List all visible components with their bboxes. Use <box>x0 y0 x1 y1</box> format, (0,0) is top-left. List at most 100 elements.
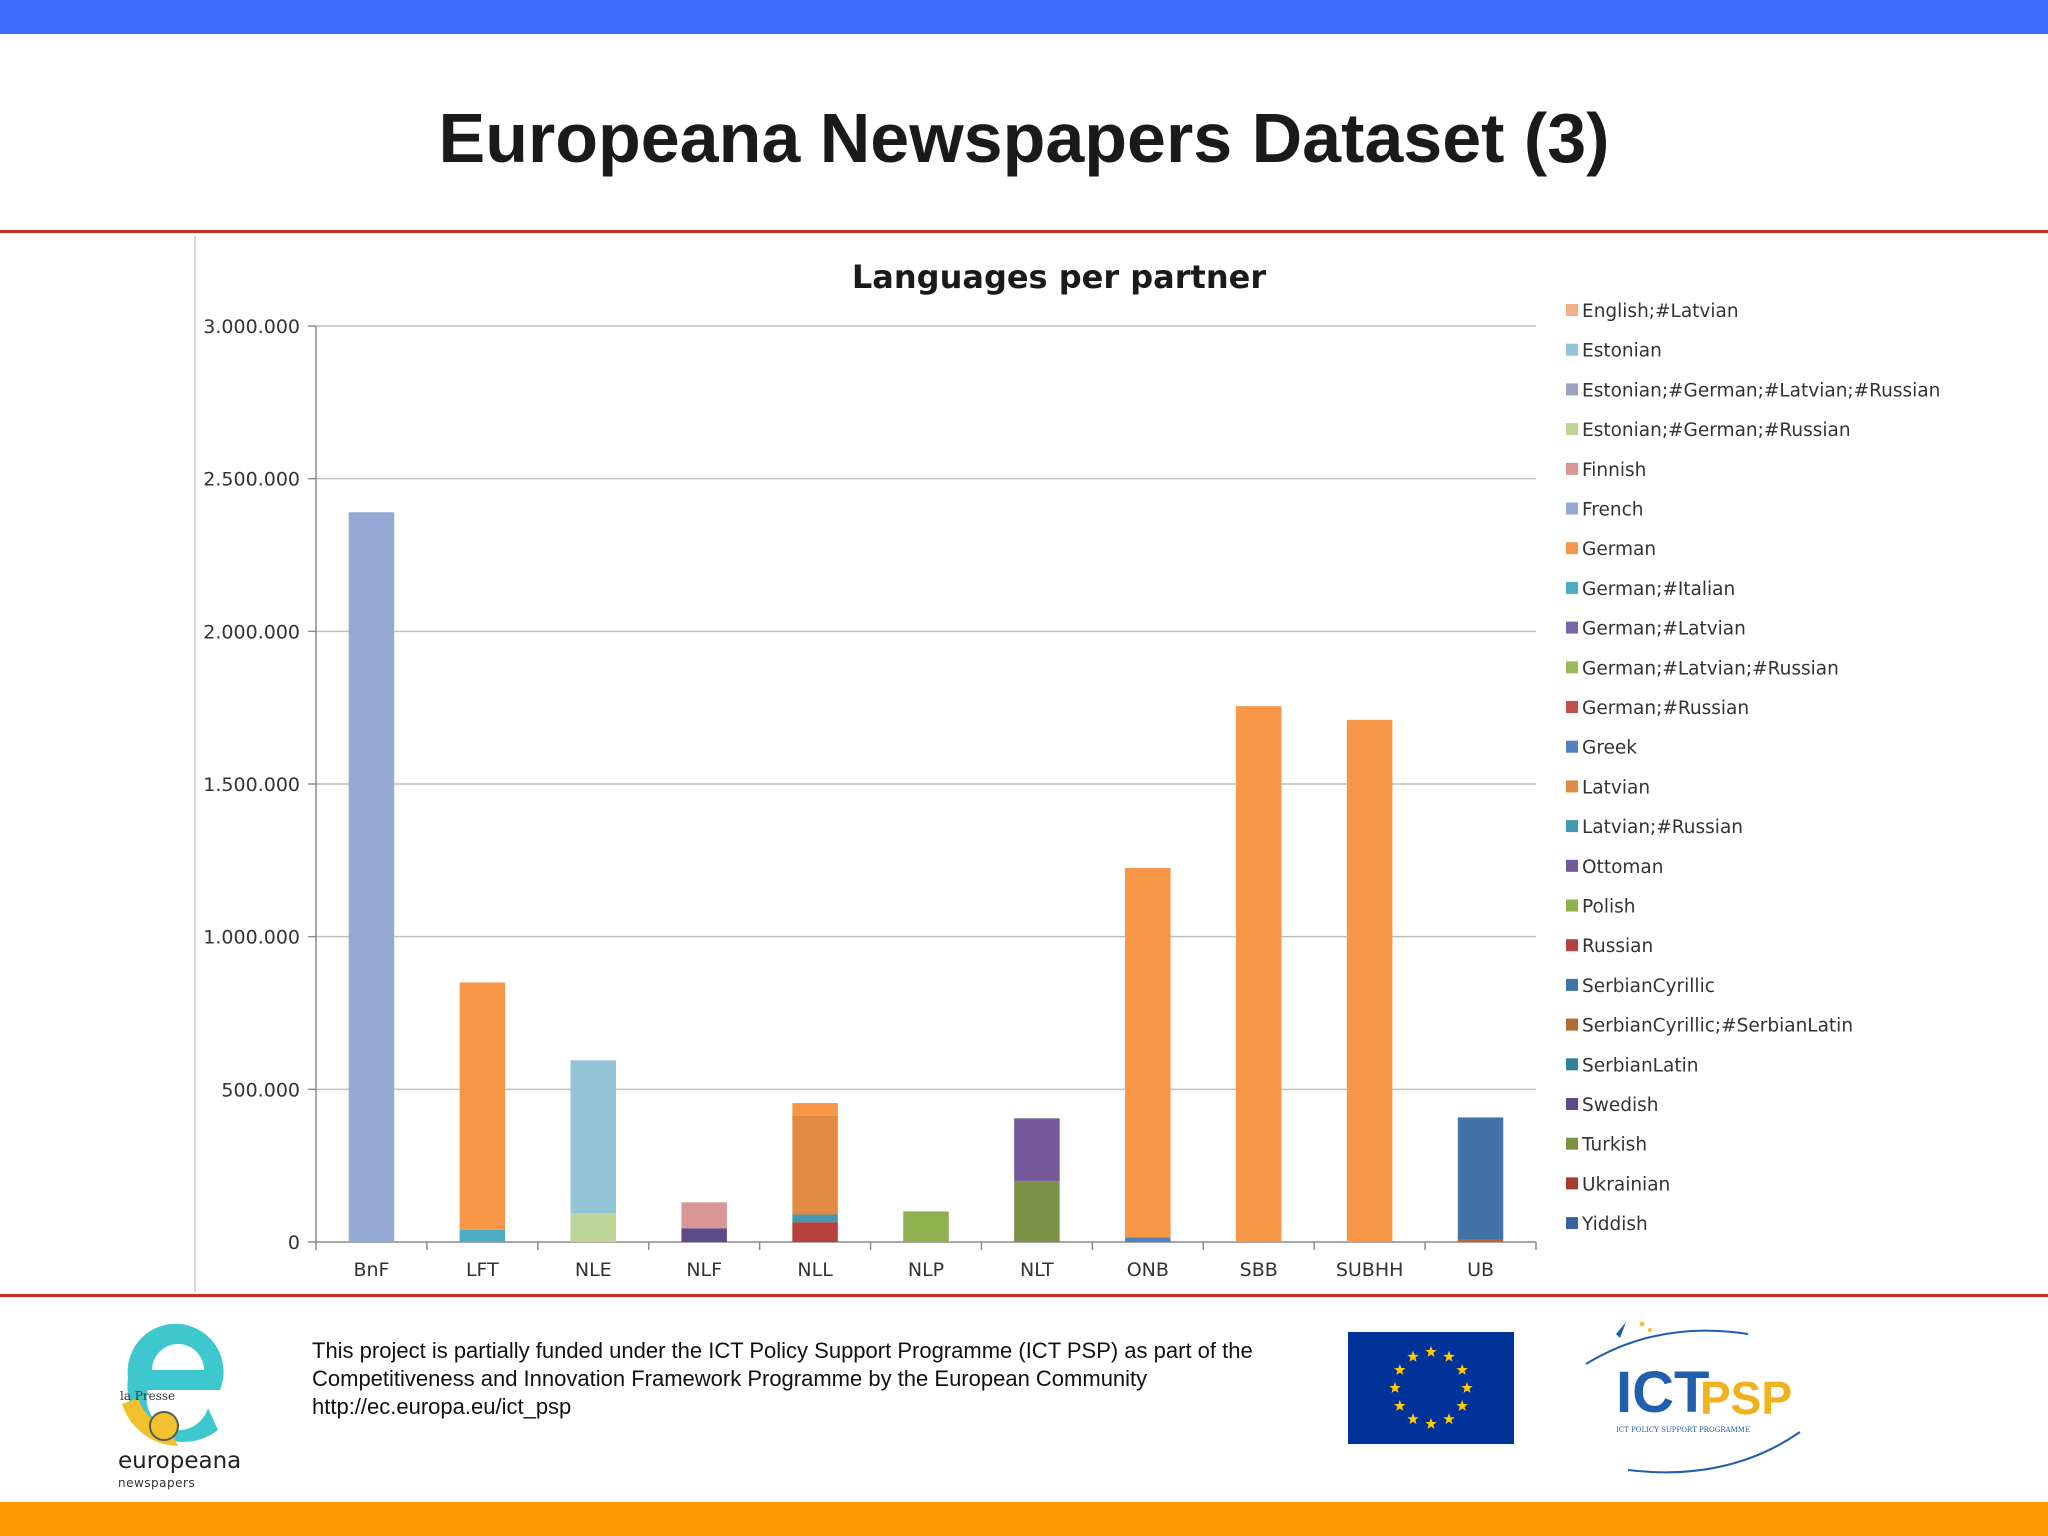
eu-star-icon <box>1389 1382 1401 1393</box>
legend-label: Yiddish <box>1581 1214 1648 1235</box>
legend-label: Ottoman <box>1582 857 1663 878</box>
y-tick-label: 2.000.000 <box>203 621 300 643</box>
legend-swatch <box>1566 899 1578 912</box>
bar-segment <box>348 512 395 1242</box>
legend-swatch <box>1566 462 1578 475</box>
funding-link[interactable]: http://ec.europa.eu/ict_psp <box>312 1394 572 1419</box>
legend-swatch <box>1566 780 1578 793</box>
legend-label: SerbianLatin <box>1582 1055 1698 1076</box>
bar-segment <box>1125 1237 1171 1242</box>
svg-text:la Presse: la Presse <box>120 1389 175 1403</box>
legend-swatch <box>1566 1177 1578 1190</box>
x-tick-label: SBB <box>1240 1259 1278 1281</box>
svg-text:PSP: PSP <box>1700 1372 1792 1424</box>
eu-star-icon <box>1407 1413 1419 1424</box>
legend-swatch <box>1566 304 1578 316</box>
legend-label: German;#Russian <box>1582 698 1749 719</box>
legend-label: Estonian;#German;#Latvian;#Russian <box>1582 380 1940 401</box>
legend-swatch <box>1566 581 1578 594</box>
europeana-e-icon: la Presse <box>120 1323 224 1446</box>
bar-segment <box>792 1103 838 1116</box>
legend-swatch <box>1566 1098 1578 1110</box>
legend-swatch <box>1566 343 1578 356</box>
legend-swatch <box>1566 423 1578 436</box>
bar-segment <box>903 1211 949 1242</box>
eu-star-icon <box>1425 1418 1437 1429</box>
y-axis-ticks: 0 500.000 1.000.000 1.500.000 2.000.000 2.500… <box>203 316 317 1254</box>
x-tick-label: NLL <box>797 1259 833 1281</box>
eu-star-icon <box>1443 1350 1455 1362</box>
x-axis: BnF LFT NLE NLF NLL NLP NLT ONB SBB SUBHH UB <box>315 1242 1537 1281</box>
legend-label: Swedish <box>1582 1095 1659 1116</box>
eu-star-icon <box>1394 1364 1406 1375</box>
legend-swatch <box>1566 939 1578 952</box>
legend-label: English;#Latvian <box>1582 301 1739 322</box>
legend-label: SerbianCyrillic;#SerbianLatin <box>1582 1016 1853 1037</box>
svg-text:ICT: ICT <box>1616 1360 1709 1425</box>
bar-segment <box>792 1222 838 1242</box>
legend-swatch <box>1566 621 1578 634</box>
legend-swatch <box>1566 1058 1578 1071</box>
legend-label: SerbianCyrillic <box>1582 976 1715 997</box>
x-tick-label: LFT <box>466 1259 499 1281</box>
legend-label: Greek <box>1582 738 1637 759</box>
y-tick-label: 500.000 <box>221 1079 300 1101</box>
eu-star-icon <box>1425 1346 1437 1357</box>
eu-star-icon <box>1394 1400 1406 1411</box>
legend-label: Russian <box>1582 936 1653 957</box>
y-tick-label: 1.500.000 <box>203 774 300 796</box>
x-tick-label: SUBHH <box>1336 1259 1404 1281</box>
europeana-newspapers-logo: la Presse europeana newspapers <box>108 1308 242 1490</box>
legend: English;#Latvian Estonian Estonian;#German… <box>1566 301 1940 1235</box>
y-tick-label: 2.500.000 <box>203 469 300 491</box>
ict-psp-logo: ICT PSP ICT POLICY SUPPORT PROGRAMME <box>1585 1321 1801 1474</box>
y-tick-label: 3.000.000 <box>203 316 300 338</box>
title-divider <box>0 230 2048 233</box>
languages-chart: Languages per partner 0 500.000 1.000.000 1… <box>203 258 1940 1281</box>
legend-swatch <box>1566 502 1578 515</box>
legend-label: Turkish <box>1581 1135 1647 1156</box>
bar-segment <box>1346 719 1393 1242</box>
bar-segment <box>570 1060 617 1213</box>
bar-segment <box>1014 1118 1060 1181</box>
eu-star-icon <box>1407 1350 1419 1362</box>
legend-label: German <box>1582 539 1656 560</box>
legend-label: German;#Latvian;#Russian <box>1582 658 1839 679</box>
eu-star-icon <box>1443 1413 1455 1424</box>
legend-label: Latvian <box>1582 777 1650 798</box>
x-tick-label: NLP <box>908 1259 944 1281</box>
bar-segment <box>459 982 506 1230</box>
funding-notice: This project is partially funded under t… <box>312 1337 1332 1421</box>
x-tick-label: BnF <box>353 1259 389 1281</box>
x-tick-label: NLE <box>575 1259 612 1281</box>
chart-title: Languages per partner <box>852 258 1266 296</box>
bottom-accent-bar <box>0 1502 2048 1536</box>
legend-label: Estonian;#German;#Russian <box>1582 420 1851 441</box>
bar-segment <box>1457 1117 1504 1240</box>
legend-label: Estonian <box>1582 341 1662 362</box>
eu-star-icon <box>1461 1382 1473 1393</box>
legend-swatch <box>1566 1018 1578 1031</box>
legend-swatch <box>1566 820 1578 833</box>
europeana-wordmark: europeana <box>118 1448 242 1474</box>
legend-swatch <box>1566 978 1578 991</box>
chart-panel: Languages per partner 0 500.000 1.000.000 1… <box>194 236 2048 1292</box>
legend-swatch <box>1566 383 1578 396</box>
funding-line-1: This project is partially funded under t… <box>312 1338 1253 1363</box>
x-tick-label: ONB <box>1127 1259 1169 1281</box>
bar-segment <box>792 1214 838 1223</box>
bar-segment <box>570 1212 617 1242</box>
eu-star-icon <box>1456 1364 1468 1375</box>
legend-swatch <box>1566 701 1578 713</box>
x-tick-label: NLF <box>686 1259 722 1281</box>
bars <box>348 512 1504 1242</box>
bar-segment <box>681 1202 727 1229</box>
funding-line-2: Competitiveness and Innovation Framework… <box>312 1366 1148 1391</box>
bar-segment <box>1235 706 1282 1242</box>
gridlines <box>316 325 1536 1243</box>
legend-swatch <box>1566 1217 1578 1230</box>
top-accent-bar <box>0 0 2048 34</box>
y-tick-label: 0 <box>288 1232 300 1254</box>
bar-segment <box>792 1115 838 1215</box>
eu-star-icon <box>1456 1400 1468 1411</box>
